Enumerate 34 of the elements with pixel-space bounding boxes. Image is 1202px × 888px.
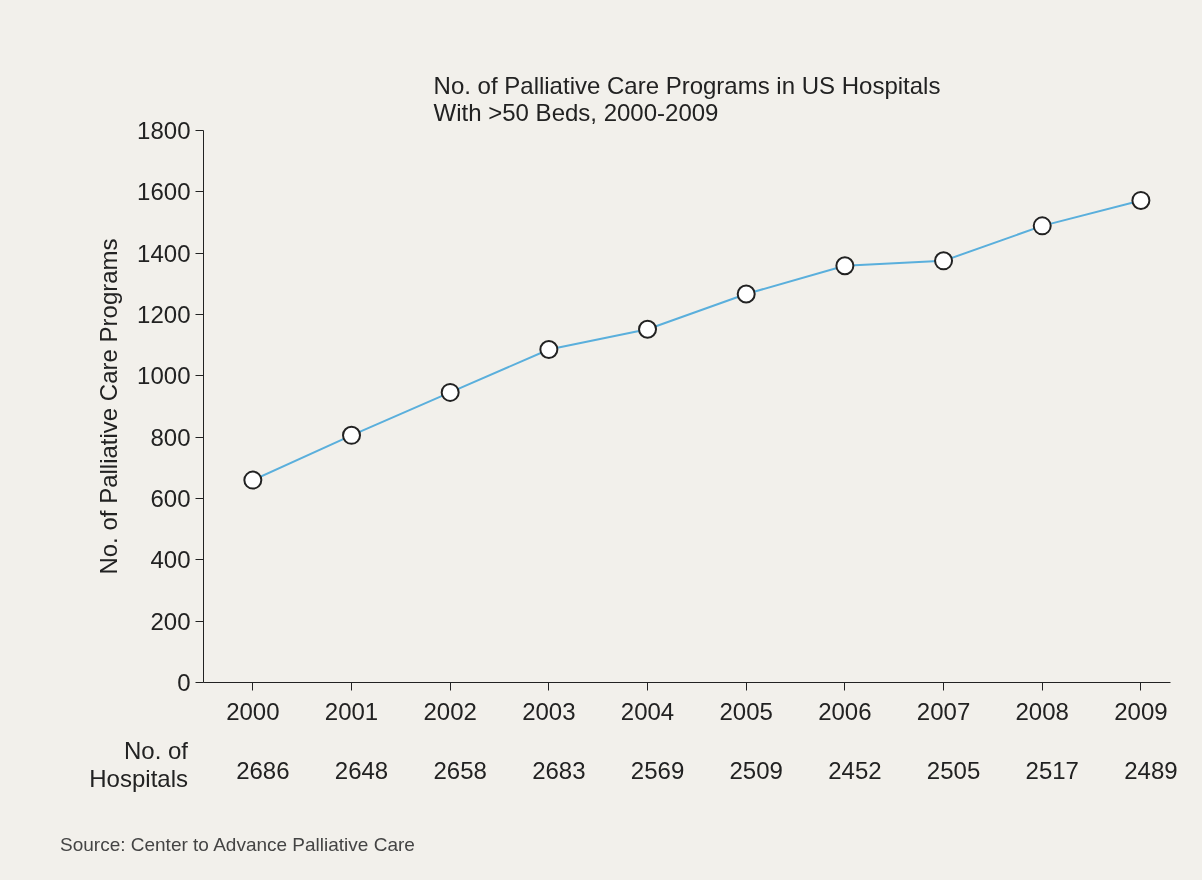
x-tick-label: 2008 bbox=[1015, 697, 1069, 725]
text: 2648 bbox=[334, 757, 389, 784]
text: 2517 bbox=[1025, 757, 1079, 784]
text: No. of Hospitals bbox=[89, 737, 188, 793]
x-tick-label: 2002 bbox=[423, 697, 477, 725]
y-tick-label: 400 bbox=[150, 546, 191, 574]
y-tick-label: 0 bbox=[177, 669, 191, 696]
text: 2683 bbox=[532, 757, 586, 784]
y-tick-label: 1800 bbox=[137, 117, 191, 144]
x-tick-label: 2006 bbox=[818, 697, 872, 725]
chart-title: No. of Palliative Care Programs in US Hospitals With >50 Beds, 2000-2009 bbox=[433, 71, 941, 126]
y-tick-label: 600 bbox=[150, 485, 191, 512]
text: 2686 bbox=[236, 757, 290, 784]
y-tick-label: 1200 bbox=[137, 301, 191, 328]
y-tick-label: 1400 bbox=[137, 239, 191, 267]
y-tick-label: 800 bbox=[150, 423, 191, 451]
x-tick-label: 2009 bbox=[1114, 697, 1168, 725]
text: 2505 bbox=[926, 757, 981, 784]
text: 2452 bbox=[828, 757, 882, 784]
y-tick-label: 200 bbox=[150, 607, 191, 635]
source-note: Source: Center to Advance Palliative Care bbox=[60, 833, 415, 857]
y-tick-label: 1000 bbox=[137, 362, 191, 390]
x-tick-label: 2000 bbox=[226, 697, 280, 725]
text: 2489 bbox=[1124, 757, 1178, 784]
text: 2569 bbox=[630, 757, 685, 784]
x-tick-label: 2004 bbox=[620, 697, 675, 725]
y-axis-title: No. of Palliative Care Programs bbox=[95, 238, 123, 575]
x-tick-label: 2005 bbox=[719, 697, 773, 725]
x-tick-label: 2007 bbox=[916, 697, 971, 725]
text: 2509 bbox=[729, 757, 783, 784]
x-tick-label: 2001 bbox=[324, 697, 379, 725]
x-tick-label: 2003 bbox=[522, 697, 576, 725]
y-tick-label: 1600 bbox=[137, 178, 191, 206]
text: 2658 bbox=[433, 757, 487, 784]
